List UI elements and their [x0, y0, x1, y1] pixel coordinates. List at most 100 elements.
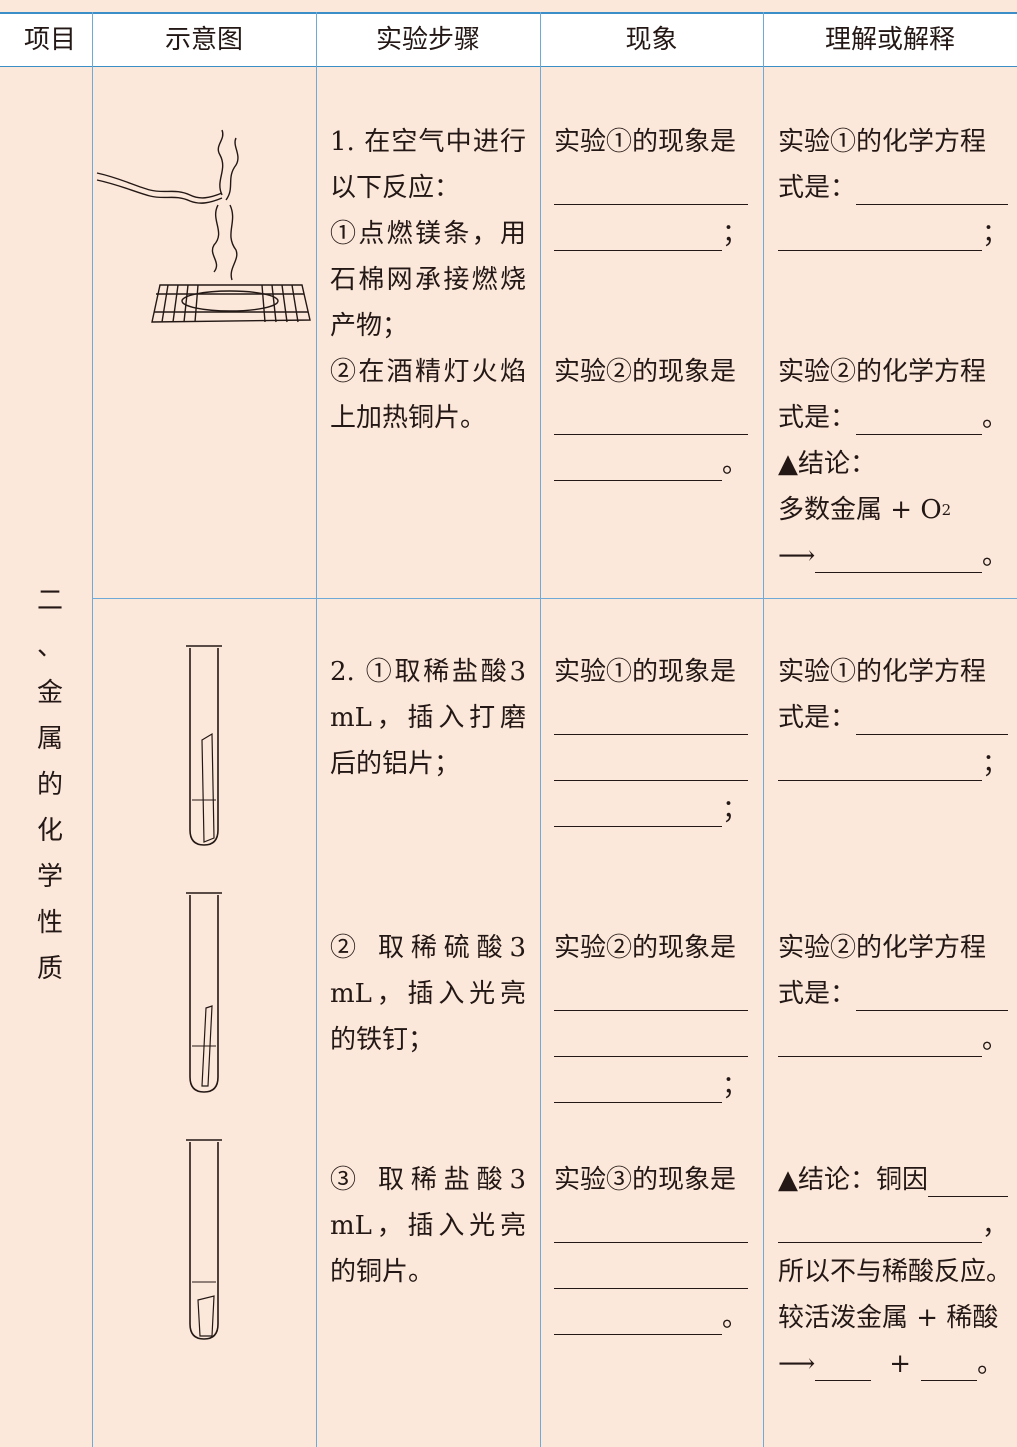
line: ▲结论：铜因 — [778, 1157, 1008, 1203]
line: 式是： — [778, 971, 1008, 1017]
steps-cell: ③ 取稀盐酸3 mL，插入光亮的铜片。 — [330, 1157, 526, 1295]
blank — [554, 479, 722, 481]
line: 。 — [554, 441, 748, 487]
explanation-text: 所以不与稀酸反应。 — [778, 1257, 1013, 1287]
explanation-text: ▲结论：铜因 — [778, 1165, 928, 1195]
line: ⟶ + 。 — [778, 1341, 1008, 1387]
steps-cell: ② 取稀硫酸3 mL，插入光亮的铁钉； — [330, 925, 526, 1063]
blank — [554, 1287, 748, 1289]
header-cell: 项目 — [23, 25, 76, 55]
blank — [554, 1055, 748, 1057]
punct: 。 — [977, 1349, 1004, 1379]
line: 实验②的现象是 — [554, 925, 748, 971]
explanation-text: 式是： — [778, 979, 857, 1009]
line: ▲结论： — [778, 441, 1008, 487]
step-text: ①点燃镁条，用石棉网承接燃烧产物； — [330, 219, 526, 341]
punct: 。 — [981, 403, 1008, 433]
line — [554, 395, 748, 441]
line: ， — [778, 1203, 1008, 1249]
punct: ； — [721, 1071, 748, 1101]
line: 实验①的现象是 — [554, 649, 748, 695]
column-border — [92, 12, 93, 1447]
line: 式是： — [778, 695, 1008, 741]
blank — [554, 1101, 722, 1103]
row-border — [92, 598, 1017, 599]
explanation-text: 式是： — [778, 403, 857, 433]
explanation-text: 式是： — [778, 173, 857, 203]
line: 实验①的现象是 — [554, 119, 748, 165]
blank — [778, 249, 982, 251]
punct: ； — [721, 219, 748, 249]
steps-cell: 2. ①取稀盐酸3 mL，插入打磨后的铝片； — [330, 649, 526, 787]
punct: 。 — [721, 449, 748, 479]
section-label: 二、金属的化学性质 — [36, 586, 63, 984]
punct: ； — [981, 749, 1008, 779]
blank — [921, 1379, 978, 1381]
line: 式是： 。 — [778, 395, 1008, 441]
phenomenon-text: 实验①的现象是 — [554, 657, 737, 687]
blank — [778, 779, 982, 781]
explanation-text: ▲结论： — [778, 449, 876, 479]
blank — [554, 203, 748, 205]
blank — [554, 779, 748, 781]
blank — [554, 1009, 748, 1011]
explanation-text: 实验②的化学方程 — [778, 933, 987, 963]
phenomenon-text: 实验②的现象是 — [554, 357, 737, 387]
step-text: 2. ①取稀盐酸3 mL，插入打磨后的铝片； — [330, 657, 526, 779]
line: ； — [778, 211, 1008, 257]
test-tubes — [186, 645, 222, 1340]
blank — [554, 733, 748, 735]
line — [554, 165, 748, 211]
phenomenon-text: 实验②的现象是 — [554, 933, 737, 963]
line: 实验②的化学方程 — [778, 349, 1008, 395]
table-header: 项目 示意图 实验步骤 现象 理解或解释 — [0, 12, 1017, 67]
line: 实验③的现象是 — [554, 1157, 748, 1203]
punct: ； — [981, 219, 1008, 249]
blank — [928, 1195, 1008, 1197]
blank — [554, 825, 722, 827]
header-cell: 现象 — [625, 25, 678, 55]
line — [554, 695, 748, 741]
step-text: ② 取稀硫酸3 mL，插入光亮的铁钉； — [330, 933, 526, 1055]
header-cell: 示意图 — [164, 25, 243, 55]
blank — [856, 1009, 1008, 1011]
line: ； — [554, 1063, 748, 1109]
blank — [778, 1241, 982, 1243]
line: 。 — [778, 1017, 1008, 1063]
line: 实验①的化学方程 — [778, 119, 1008, 165]
header-cell: 实验步骤 — [375, 25, 480, 55]
line: ； — [554, 787, 748, 833]
explanation-text: 实验②的化学方程 — [778, 357, 987, 387]
explanation-text: 实验①的化学方程 — [778, 127, 987, 157]
blank — [856, 203, 1008, 205]
column-border — [316, 12, 317, 1447]
step-text: ③ 取稀盐酸3 mL，插入光亮的铜片。 — [330, 1165, 526, 1287]
phenomenon-text: 实验③的现象是 — [554, 1165, 737, 1195]
line — [554, 741, 748, 787]
line: 实验①的化学方程 — [778, 649, 1008, 695]
header-cell: 理解或解释 — [824, 25, 955, 55]
blank — [778, 1055, 982, 1057]
line — [554, 1017, 748, 1063]
punct: ； — [721, 795, 748, 825]
line — [554, 971, 748, 1017]
magnesium-burning — [96, 129, 311, 323]
blank — [815, 1379, 872, 1381]
punct: 。 — [981, 1025, 1008, 1055]
line: 较活泼金属 + 稀酸 — [778, 1295, 1008, 1341]
line: ⟶。 — [778, 533, 1008, 579]
column-border — [540, 12, 541, 1447]
blank — [554, 433, 748, 435]
column-border — [763, 12, 764, 1447]
blank — [554, 1241, 748, 1243]
arrow: ⟶ — [778, 1349, 816, 1379]
steps-cell: 1. 在空气中进行以下反应： ①点燃镁条，用石棉网承接燃烧产物； ②在酒精灯火焰… — [330, 119, 526, 441]
subscript: 2 — [941, 501, 952, 519]
punct: 。 — [981, 541, 1008, 571]
blank — [554, 249, 722, 251]
plus: + — [889, 1349, 912, 1379]
blank — [554, 1333, 722, 1335]
explanation-text: 较活泼金属 + 稀酸 — [778, 1303, 999, 1333]
